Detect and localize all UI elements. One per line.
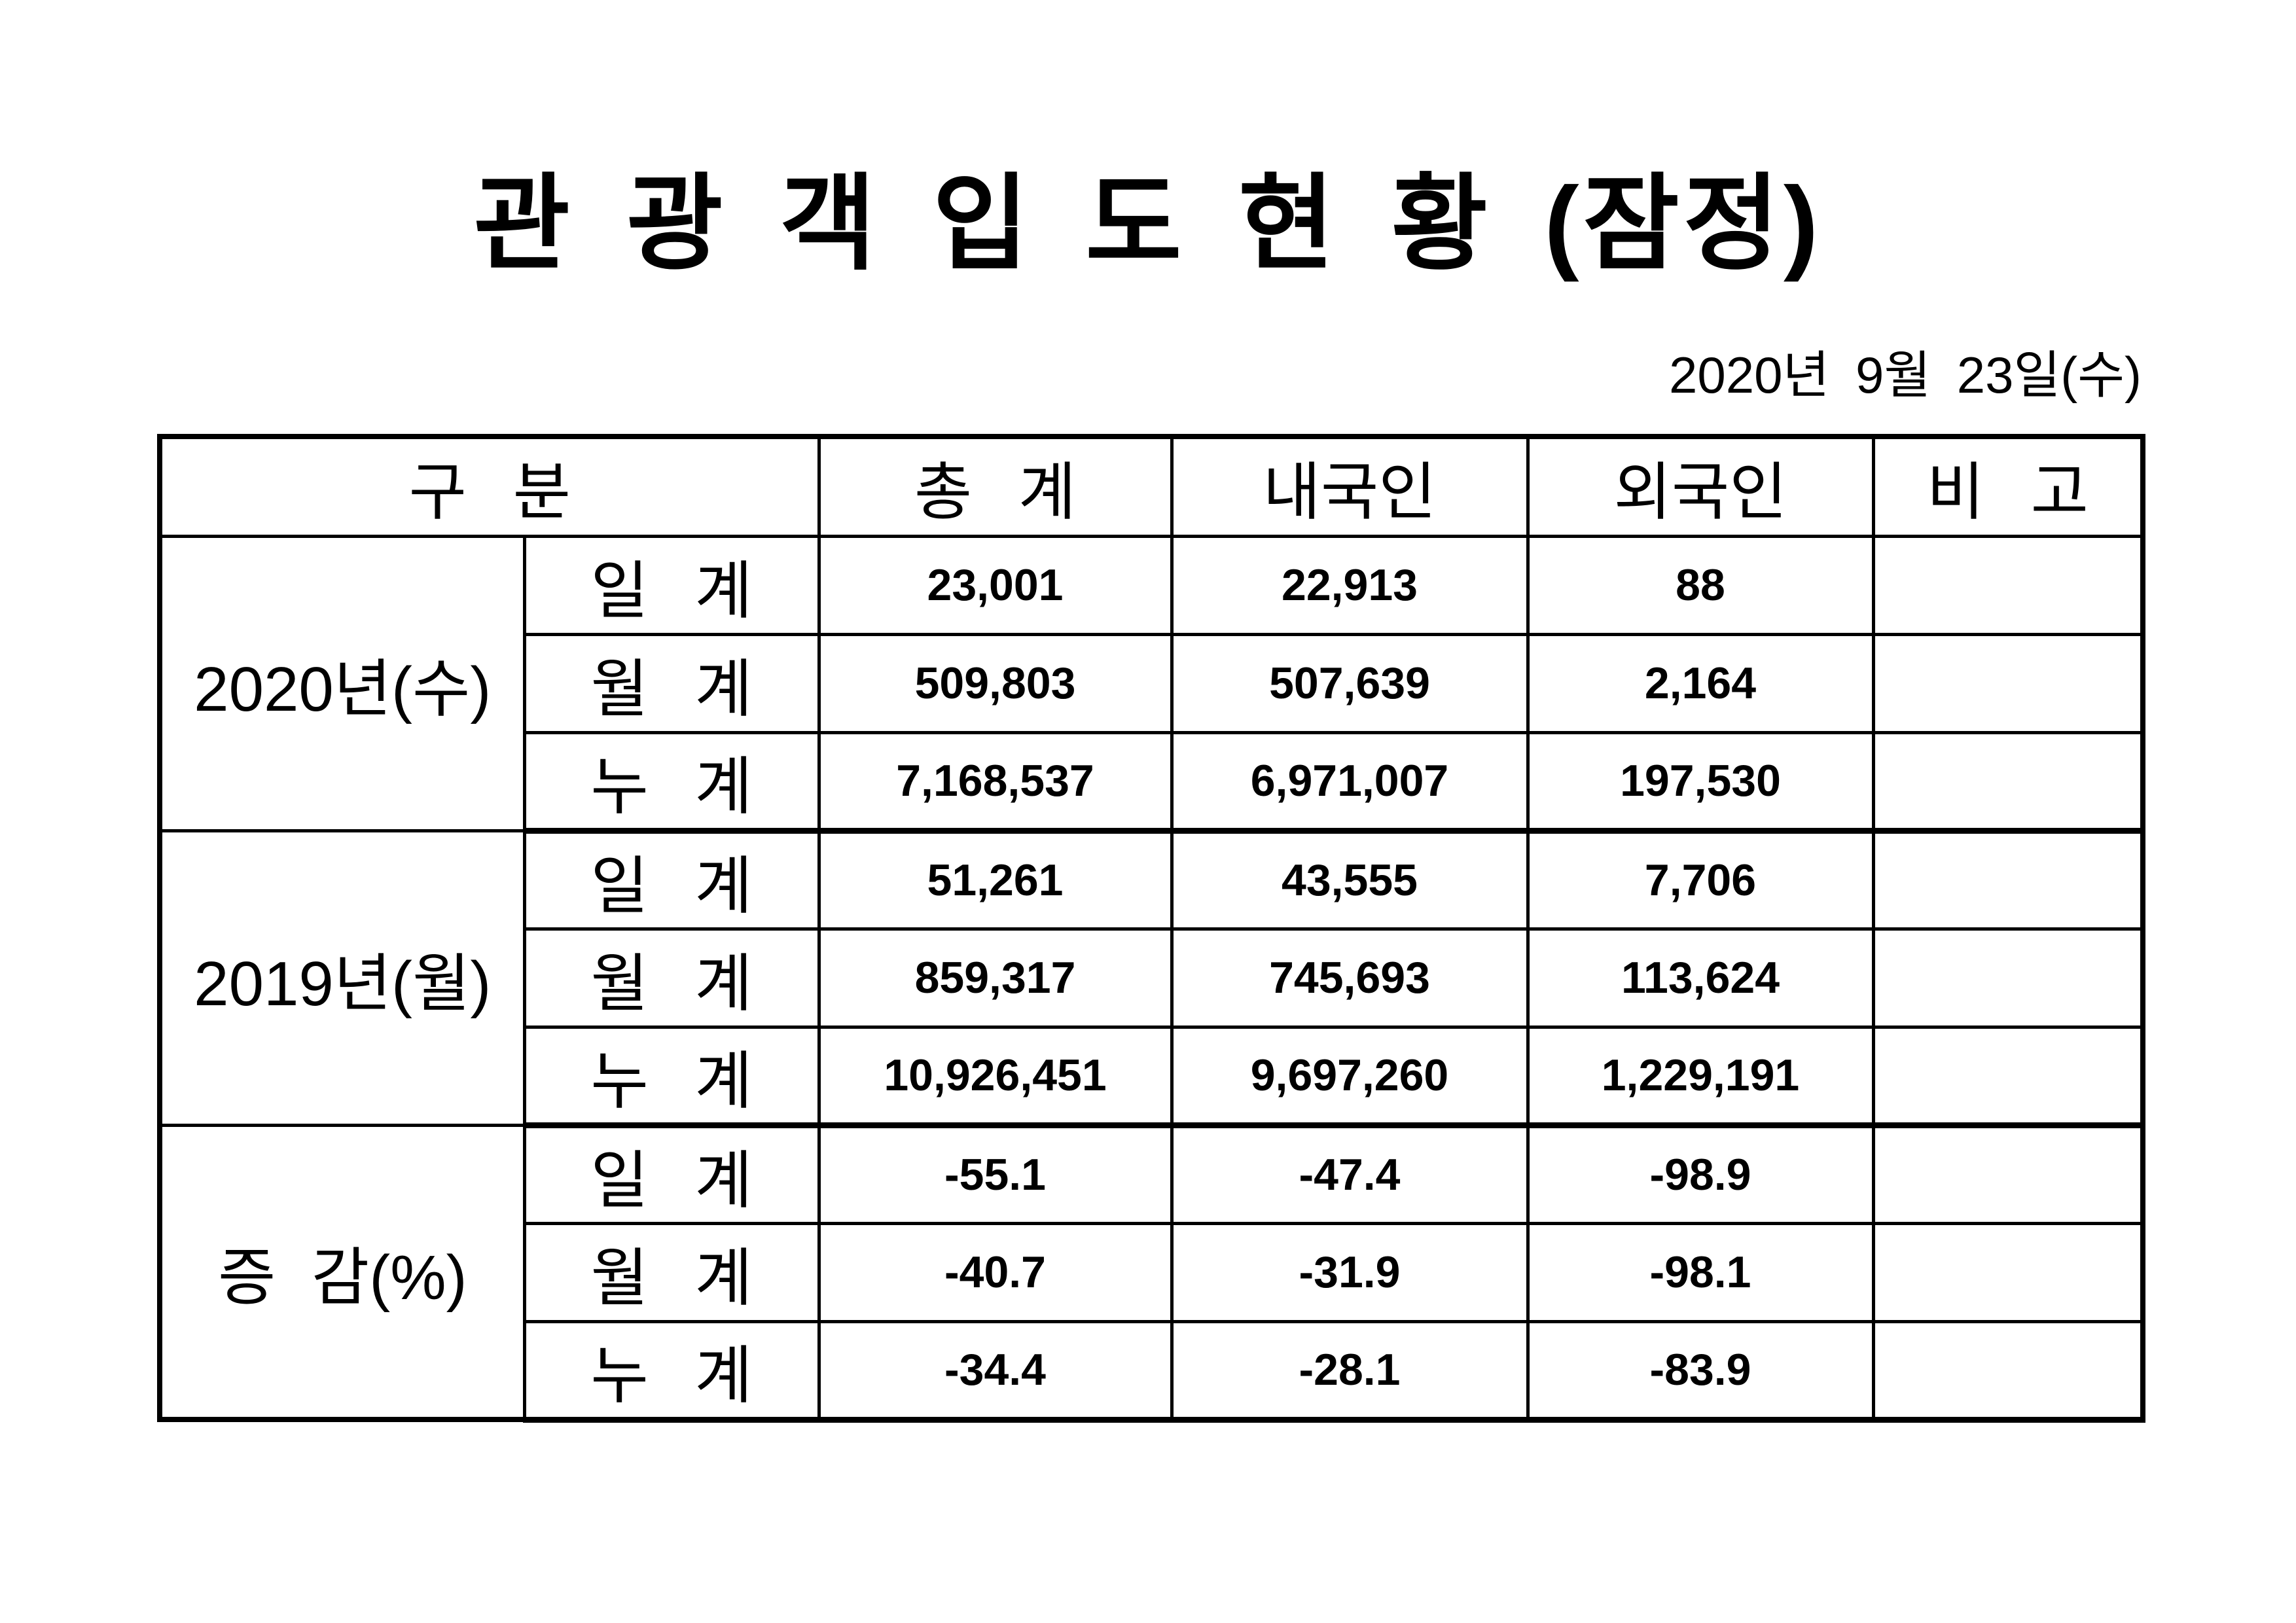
value-note: [1871, 534, 2145, 636]
value-foreign: -98.1: [1526, 1221, 1875, 1323]
value-total: 509,803: [817, 632, 1174, 734]
value-total: 51,261: [817, 829, 1174, 931]
row-label-daily: 일 계: [522, 534, 821, 636]
value-total: 23,001: [817, 534, 1174, 636]
col-header-category: 구 분: [158, 435, 821, 538]
table-row: 누 계 7,168,537 6,971,007 197,530: [160, 730, 2145, 834]
value-note: [1871, 1319, 2145, 1423]
value-foreign: -83.9: [1526, 1319, 1875, 1423]
value-note: [1871, 730, 2145, 834]
row-label-cumulative: 누 계: [522, 730, 821, 834]
group-label-2020: 2020년(수): [158, 534, 526, 832]
value-total: -55.1: [817, 1123, 1174, 1225]
value-total: -34.4: [817, 1319, 1174, 1423]
row-label-daily: 일 계: [522, 829, 821, 931]
col-header-note: 비 고: [1871, 435, 2145, 538]
value-domestic: 43,555: [1170, 829, 1530, 931]
row-label-monthly: 월 계: [522, 1221, 821, 1323]
value-total: 859,317: [817, 927, 1174, 1029]
table-row: 월 계 509,803 507,639 2,164: [160, 632, 2145, 734]
row-label-cumulative: 누 계: [522, 1025, 821, 1128]
table-row: 2020년(수) 일 계 23,001 22,913 88: [158, 534, 2145, 832]
value-domestic: 745,693: [1170, 927, 1530, 1029]
value-note: [1871, 927, 2145, 1029]
value-domestic: -28.1: [1170, 1319, 1530, 1423]
table-row: 증 감(%) 일 계 -55.1 -47.4 -98.9: [158, 1123, 2145, 1421]
value-note: [1871, 1123, 2145, 1225]
row-label-cumulative: 누 계: [522, 1319, 821, 1423]
row-label-daily: 일 계: [522, 1123, 821, 1225]
table-row: 누 계 -34.4 -28.1 -83.9: [160, 1319, 2145, 1423]
value-note: [1871, 829, 2145, 931]
col-header-total: 총 계: [817, 435, 1174, 538]
value-foreign: 197,530: [1526, 730, 1875, 834]
table-row: 월 계 859,317 745,693 113,624: [160, 927, 2145, 1029]
group-label-2019: 2019년(월): [158, 829, 526, 1127]
header-row: 구 분 총 계 내국인 외국인 비 고: [158, 435, 2145, 538]
value-foreign: -98.9: [1526, 1123, 1875, 1225]
row-label-monthly: 월 계: [522, 632, 821, 734]
row-label-monthly: 월 계: [522, 927, 821, 1029]
value-domestic: 507,639: [1170, 632, 1530, 734]
col-header-foreign: 외국인: [1526, 435, 1875, 538]
group-label-change: 증 감(%): [158, 1123, 526, 1421]
value-total: 10,926,451: [817, 1025, 1174, 1128]
value-domestic: 22,913: [1170, 534, 1530, 636]
table-row: 누 계 10,926,451 9,697,260 1,229,191: [160, 1025, 2145, 1128]
value-domestic: -47.4: [1170, 1123, 1530, 1225]
value-foreign: 88: [1526, 534, 1875, 636]
value-foreign: 1,229,191: [1526, 1025, 1875, 1128]
document-date: 2020년 9월 23일(수): [1669, 346, 2142, 404]
value-note: [1871, 1025, 2145, 1128]
value-foreign: 2,164: [1526, 632, 1875, 734]
tourist-arrivals-table: 구 분 총 계 내국인 외국인 비 고 2020년(수) 일 계 23,001 …: [157, 434, 2145, 1423]
value-domestic: 9,697,260: [1170, 1025, 1530, 1128]
value-note: [1871, 632, 2145, 734]
value-total: -40.7: [817, 1221, 1174, 1323]
value-foreign: 113,624: [1526, 927, 1875, 1029]
value-domestic: -31.9: [1170, 1221, 1530, 1323]
table-row: 2019년(월) 일 계 51,261 43,555 7,706: [158, 829, 2145, 1127]
table-row: 월 계 -40.7 -31.9 -98.1: [160, 1221, 2145, 1323]
value-domestic: 6,971,007: [1170, 730, 1530, 834]
page-title: 관 광 객 입 도 현 황 (잠정): [473, 165, 1823, 282]
value-note: [1871, 1221, 2145, 1323]
value-foreign: 7,706: [1526, 829, 1875, 931]
col-header-domestic: 내국인: [1170, 435, 1530, 538]
value-total: 7,168,537: [817, 730, 1174, 834]
